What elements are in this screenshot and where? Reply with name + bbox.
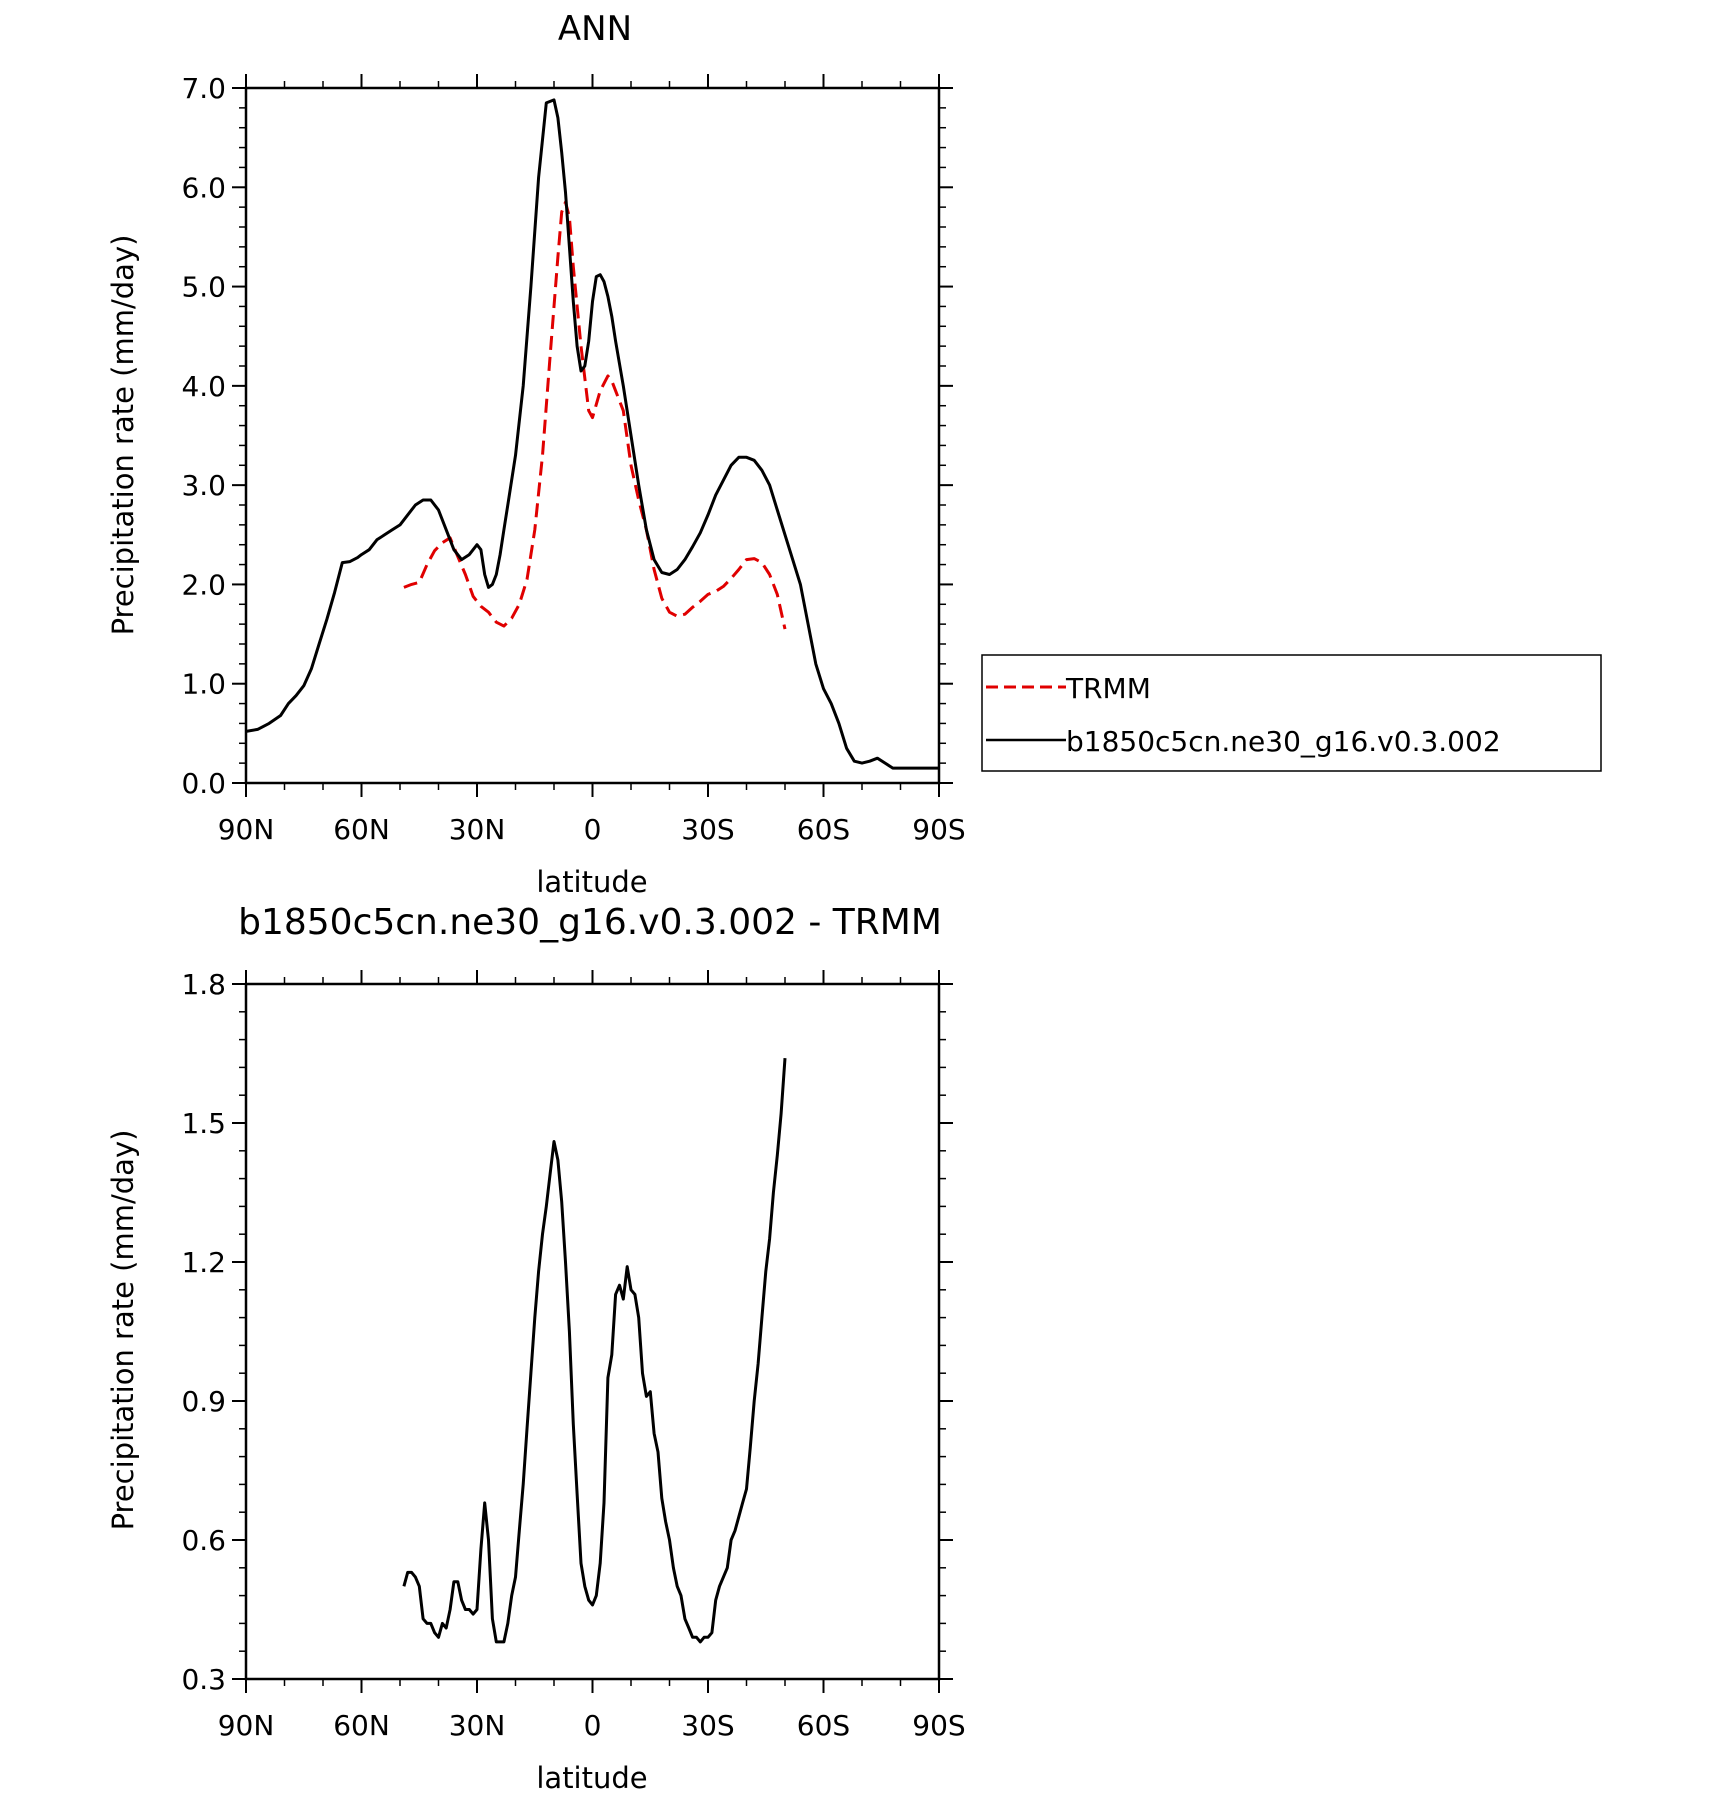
series-line-model — [245, 98, 939, 770]
series-line-model — [402, 1057, 787, 1644]
y-tick-label: 0.6 — [181, 1524, 226, 1557]
y-tick-label: 5.0 — [181, 271, 226, 304]
y-tick-label: 1.8 — [181, 968, 226, 1001]
y-tick-label: 3.0 — [181, 469, 226, 502]
y-tick-label: 4.0 — [181, 370, 226, 403]
x-tick-label: 60S — [797, 813, 850, 846]
legend-label-trmm: TRMM — [1065, 672, 1151, 705]
chart-title: b1850c5cn.ne30_g16.v0.3.002 - TRMM — [238, 902, 942, 943]
y-tick-label: 7.0 — [181, 72, 226, 105]
x-tick-label: 60N — [333, 1709, 390, 1742]
legend-box — [981, 654, 1602, 772]
x-tick-label: 90N — [218, 1709, 275, 1742]
y-axis-label: Precipitation rate (mm/day) — [106, 1130, 140, 1531]
top-axes: 0.0 1.0 2.0 3.0 4.0 5.0 6.0 7.0 90N 60N 30N 0 30S 60S… — [181, 72, 965, 846]
x-tick-label: 60N — [333, 813, 390, 846]
plot-frame — [244, 982, 941, 1681]
y-tick-label: 0.3 — [181, 1663, 226, 1696]
top-panel: ANN 0.0 1.0 2.0 3.0 4.0 5.0 6.0 7.0 90N 60N 30N 0 30… — [106, 9, 1602, 899]
x-tick-label: 30S — [681, 813, 734, 846]
x-tick-label: 30S — [681, 1709, 734, 1742]
top-plot-area — [245, 98, 939, 770]
series-line-trmm — [403, 200, 787, 630]
y-tick-label: 0.0 — [181, 767, 226, 800]
x-tick-label: 0 — [584, 1709, 602, 1742]
bottom-axes: 0.3 0.6 0.9 1.2 1.5 1.8 90N 60N 30N 0 30S 60S 90S — [181, 968, 965, 1742]
y-tick-label: 1.5 — [181, 1107, 226, 1140]
y-tick-label: 2.0 — [181, 568, 226, 601]
bottom-plot-area — [402, 1057, 787, 1644]
y-tick-label: 6.0 — [181, 171, 226, 204]
x-tick-label: 30N — [449, 1709, 506, 1742]
x-axis-label: latitude — [536, 1761, 647, 1795]
x-tick-label: 90S — [912, 813, 965, 846]
x-tick-label: 30N — [449, 813, 506, 846]
plot-frame — [244, 86, 941, 785]
y-axis-label: Precipitation rate (mm/day) — [106, 235, 140, 636]
x-axis-label: latitude — [536, 865, 647, 899]
x-tick-label: 0 — [584, 813, 602, 846]
bottom-panel: b1850c5cn.ne30_g16.v0.3.002 - TRMM 0.30.… — [106, 902, 966, 1795]
legend-label-model: b1850c5cn.ne30_g16.v0.3.002 — [1066, 725, 1501, 758]
chart-title: ANN — [558, 9, 632, 49]
y-tick-label: 0.9 — [181, 1385, 226, 1418]
x-tick-label: 60S — [797, 1709, 850, 1742]
x-tick-label: 90S — [912, 1709, 965, 1742]
legend: TRMM b1850c5cn.ne30_g16.v0.3.002 — [981, 654, 1602, 772]
y-tick-label: 1.0 — [181, 668, 226, 701]
x-tick-label: 90N — [218, 813, 275, 846]
y-tick-label: 1.2 — [181, 1246, 226, 1279]
